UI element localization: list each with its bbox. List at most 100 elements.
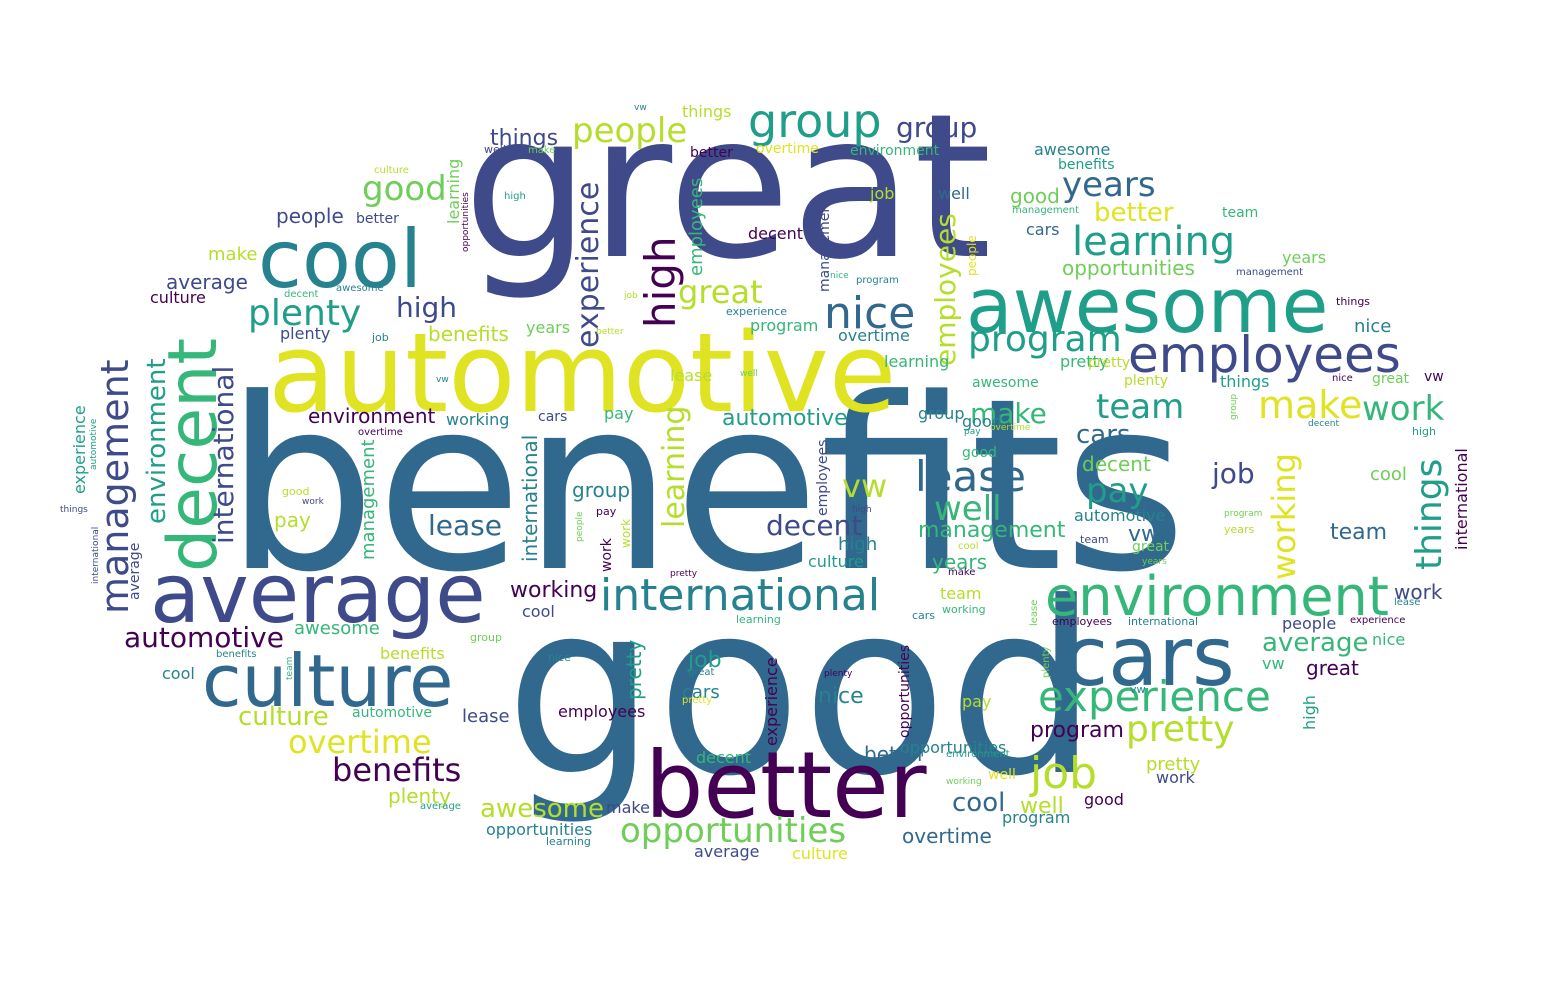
word-work: work <box>302 497 324 507</box>
word-high: high <box>636 236 685 328</box>
word-opportunities: opportunities <box>897 644 913 738</box>
word-good: good <box>1010 184 1060 208</box>
word-environment: environment <box>1045 565 1389 628</box>
word-well: well <box>938 184 970 203</box>
word-management: management <box>358 439 379 560</box>
word-learning: learning <box>444 158 463 224</box>
word-make: make <box>948 567 976 578</box>
word-years: years <box>1062 165 1156 205</box>
word-good: good <box>282 485 310 498</box>
word-international: international <box>91 526 101 584</box>
word-people: people <box>276 204 344 228</box>
word-cars: cars <box>1063 610 1235 705</box>
word-team: team <box>1096 387 1185 427</box>
word-cool: cool <box>162 664 195 683</box>
word-job: job <box>688 648 722 673</box>
word-better: better <box>690 145 733 161</box>
word-employees: employees <box>815 439 831 516</box>
word-opportunities: opportunities <box>620 811 847 851</box>
word-pretty: pretty <box>345 364 355 392</box>
word-better: better <box>864 742 926 766</box>
word-cars: cars <box>538 409 568 425</box>
word-vw: vw <box>634 103 647 113</box>
word-group: group <box>1229 393 1239 420</box>
word-plenty: plenty <box>280 324 331 343</box>
word-decent: decent <box>748 224 804 243</box>
word-automotive: automotive <box>722 406 848 431</box>
word-job: job <box>372 331 389 344</box>
word-learning: learning <box>1072 219 1236 265</box>
word-people: people <box>1282 614 1337 633</box>
word-group: group <box>896 111 978 144</box>
word-nice: nice <box>1354 316 1392 337</box>
word-cool: cool <box>258 213 423 306</box>
word-overtime: overtime <box>902 824 992 848</box>
word-benefits: benefits <box>332 751 462 789</box>
word-make: make <box>1258 383 1363 427</box>
word-nice: nice <box>818 684 864 709</box>
word-learning: learning <box>884 352 950 371</box>
word-years: years <box>932 550 988 574</box>
word-good: good <box>962 445 997 461</box>
word-awesome: awesome <box>972 375 1039 391</box>
word-vw: vw <box>1262 654 1285 673</box>
word-plenty: plenty <box>824 669 853 679</box>
word-great: great <box>1306 656 1359 680</box>
word-average: average <box>1262 628 1369 658</box>
word-experience: experience <box>1038 672 1271 721</box>
word-make: make <box>208 244 258 265</box>
word-average: average <box>694 842 760 861</box>
word-benefits: benefits <box>380 644 445 663</box>
word-program: program <box>856 275 899 286</box>
word-decent: decent <box>1308 419 1339 429</box>
word-high: high <box>838 534 878 555</box>
word-better: better <box>645 732 927 839</box>
word-international: international <box>600 570 881 621</box>
word-experience: experience <box>70 405 89 494</box>
word-team: team <box>1080 533 1109 546</box>
word-employees: employees <box>1128 326 1401 384</box>
word-lease: lease <box>428 509 502 542</box>
word-culture: culture <box>202 639 454 723</box>
word-vw: vw <box>842 467 888 505</box>
word-experience: experience <box>571 181 606 348</box>
word-team: team <box>1222 205 1259 221</box>
word-high: high <box>852 505 872 515</box>
word-years: years <box>526 318 571 337</box>
word-work: work <box>599 538 615 572</box>
word-make: make <box>970 397 1047 430</box>
word-years: years <box>1224 523 1255 536</box>
word-overtime: overtime <box>358 427 403 438</box>
word-program: program <box>1224 509 1263 519</box>
word-benefits: benefits <box>225 348 1187 625</box>
word-cars: cars <box>912 609 936 622</box>
word-pay: pay <box>596 505 617 518</box>
word-lease: lease <box>462 706 510 727</box>
word-pay: pay <box>604 404 634 423</box>
word-well: well <box>934 489 1002 529</box>
word-vw: vw <box>436 375 449 385</box>
word-good: good <box>362 169 447 209</box>
word-lease: lease <box>915 452 1026 501</box>
word-pretty: pretty <box>1088 355 1131 371</box>
word-benefits: benefits <box>216 649 257 660</box>
word-job: job <box>1030 748 1098 799</box>
word-well: well <box>1020 794 1064 819</box>
word-management: management <box>817 198 833 292</box>
word-program: program <box>968 319 1122 360</box>
word-make: make <box>606 798 650 817</box>
word-culture: culture <box>374 165 409 176</box>
word-cars: cars <box>1026 220 1060 239</box>
word-experience: experience <box>1350 615 1406 626</box>
word-benefits: benefits <box>428 322 509 346</box>
word-nice: nice <box>830 271 849 281</box>
word-job: job <box>624 291 638 301</box>
word-employees: employees <box>558 702 646 721</box>
word-pay: pay <box>962 692 992 711</box>
word-better: better <box>1094 198 1174 228</box>
word-international: international <box>207 365 240 544</box>
word-pretty: pretty <box>670 569 698 579</box>
word-make: make <box>528 145 556 156</box>
word-great: great <box>1372 371 1410 387</box>
word-great: great <box>1132 539 1170 555</box>
